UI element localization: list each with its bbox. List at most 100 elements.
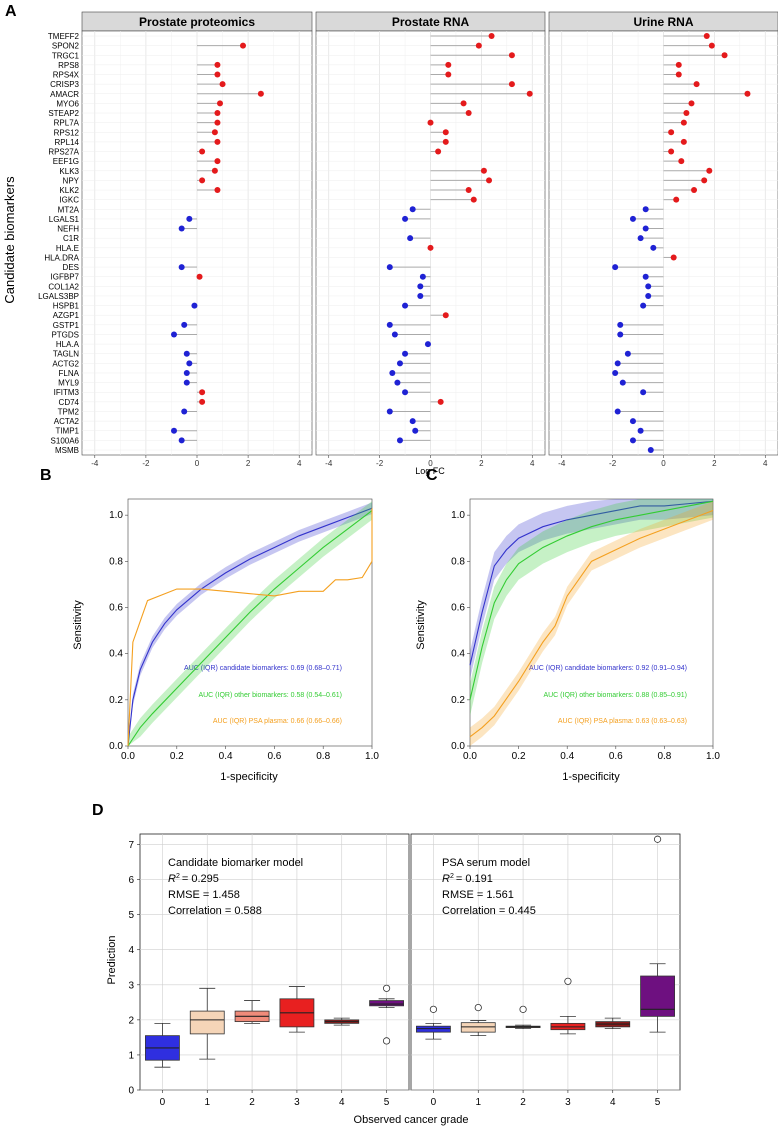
lollipop-point-cd74 — [437, 398, 444, 405]
y-tick-label: 5 — [128, 910, 134, 921]
lollipop-point-rps27a — [668, 148, 675, 155]
roc-curve-psa — [127, 508, 373, 747]
lollipop-point-spon2 — [708, 42, 715, 49]
lollipop-point-hspb1 — [191, 302, 198, 309]
y-tick-label: 1 — [128, 1050, 134, 1061]
panel-b-y-axis-label: Sensitivity — [72, 600, 84, 650]
lollipop-point-eef1g — [678, 158, 685, 165]
lollipop-point-hla-e — [427, 244, 434, 251]
lollipop-point-hla-e — [650, 244, 657, 251]
box-grade-5 — [369, 1000, 404, 1007]
panel-b-legend-candidate: AUC (IQR) candidate biomarkers: 0.69 (0.… — [184, 665, 342, 672]
lollipop-point-ptgds — [391, 331, 398, 338]
lollipop-point-npy — [701, 177, 708, 184]
lollipop-point-amacr — [744, 90, 751, 97]
gene-label-hla-dra: HLA.DRA — [44, 253, 79, 262]
lollipop-point-gstp1 — [181, 321, 188, 328]
lollipop-point-ptgds — [171, 331, 177, 338]
lollipop-point-nefh — [642, 225, 649, 232]
gene-label-rps12: RPS12 — [54, 128, 80, 137]
psa-model-r2-value: = 0.191 — [456, 873, 493, 885]
box-outlier-point — [382, 1037, 391, 1045]
y-tick-label: 3 — [128, 980, 134, 991]
x-tick-label: -2 — [142, 459, 150, 468]
x-tick-label: 0.0 — [121, 751, 135, 762]
psa-model-r2-superscript: 2 — [450, 873, 454, 880]
candidate-model-stats: Candidate biomarker model R2 = 0.295 RMSE… — [168, 857, 303, 917]
panel-b-roc-chart: 1-specificity Sensitivity AUC (IQR) cand… — [72, 498, 379, 783]
lollipop-point-klk2 — [214, 187, 221, 194]
lollipop-point-rps8 — [445, 61, 452, 68]
lollipop-point-lgals1 — [629, 215, 636, 222]
y-tick-label: 1.0 — [451, 510, 465, 521]
lollipop-point-igfbp7 — [642, 273, 649, 280]
lollipop-point-gstp1 — [386, 321, 393, 328]
facet-plot-area — [410, 833, 681, 1091]
lollipop-point-des — [178, 264, 185, 271]
lollipop-point-eef1g — [214, 158, 221, 165]
y-tick-label: 0.6 — [451, 602, 465, 613]
x-tick-label: 3 — [565, 1097, 571, 1108]
y-tick-label: 0.4 — [451, 649, 465, 660]
x-tick-label: 0 — [428, 459, 433, 468]
y-tick-label: 0.2 — [109, 695, 123, 706]
lollipop-point-hla-a — [424, 341, 431, 348]
lollipop-point-steap2 — [683, 110, 690, 117]
gene-label-c1r: C1R — [63, 234, 79, 243]
box-grade-1 — [189, 1010, 225, 1035]
gene-label-npy: NPY — [63, 176, 80, 185]
x-tick-label: 2 — [249, 1097, 255, 1108]
x-tick-label: -2 — [609, 459, 617, 468]
y-tick-label: 2 — [128, 1015, 134, 1026]
lollipop-point-msmb — [647, 447, 654, 453]
gene-label-rps27a: RPS27A — [48, 148, 79, 157]
gene-label-igkc: IGKC — [59, 196, 79, 205]
lollipop-point-steap2 — [214, 110, 221, 117]
lollipop-point-tmeff2 — [488, 33, 495, 39]
y-tick-label: 0 — [128, 1086, 134, 1097]
lollipop-point-timp1 — [637, 427, 644, 434]
gene-label-steap2: STEAP2 — [48, 109, 79, 118]
lollipop-point-rps12 — [211, 129, 218, 136]
lollipop-point-rpl14 — [680, 138, 687, 145]
lollipop-point-tpm2 — [386, 408, 393, 415]
panel-a-x-axis-label: Log FC — [415, 466, 445, 476]
panel-b-legend-psa: AUC (IQR) PSA plasma: 0.66 (0.66–0.66) — [213, 718, 342, 725]
lollipop-point-myo6 — [460, 100, 467, 107]
panel-c-legend-candidate: AUC (IQR) candidate biomarkers: 0.92 (0.… — [529, 665, 687, 672]
gene-label-mt2a: MT2A — [58, 205, 80, 214]
x-tick-label: 0.2 — [512, 751, 526, 762]
y-tick-label: 0.2 — [451, 695, 465, 706]
lollipop-point-myl9 — [619, 379, 626, 386]
y-tick-label: 7 — [128, 840, 134, 851]
lollipop-point-azgp1 — [442, 312, 449, 319]
gene-label-crisp3: CRISP3 — [50, 80, 79, 89]
lollipop-point-myo6 — [217, 100, 223, 107]
gene-label-tagln: TAGLN — [53, 350, 79, 359]
lollipop-point-s100a6 — [629, 437, 636, 444]
box-outlier-point — [429, 1005, 438, 1013]
lollipop-point-rps4x — [445, 71, 452, 78]
lollipop-point-crisp3 — [693, 81, 700, 88]
x-tick-label: 0.0 — [463, 751, 477, 762]
lollipop-point-ifitm3 — [199, 389, 206, 396]
x-tick-label: 4 — [610, 1097, 616, 1108]
lollipop-point-rps8 — [214, 61, 221, 68]
plot-area — [127, 498, 373, 747]
gene-label-timp1: TIMP1 — [55, 427, 79, 436]
lollipop-point-igfbp7 — [196, 273, 203, 280]
lollipop-point-amacr — [257, 90, 264, 97]
facet-title-urine-rna: Urine RNA — [633, 15, 693, 29]
lollipop-point-tagln — [624, 350, 631, 357]
facet-title-prostate-proteomics: Prostate proteomics — [139, 15, 255, 29]
x-tick-label: 5 — [655, 1097, 661, 1108]
x-tick-label: 0.4 — [560, 751, 574, 762]
panel-b-x-axis-label: 1-specificity — [220, 771, 278, 783]
lollipop-point-klk3 — [211, 167, 218, 174]
x-tick-label: -2 — [376, 459, 384, 468]
lollipop-point-npy — [486, 177, 493, 184]
box-outlier-point — [519, 1005, 527, 1013]
panel-letter-b: B — [40, 467, 52, 484]
x-tick-label: 0.8 — [316, 751, 330, 762]
